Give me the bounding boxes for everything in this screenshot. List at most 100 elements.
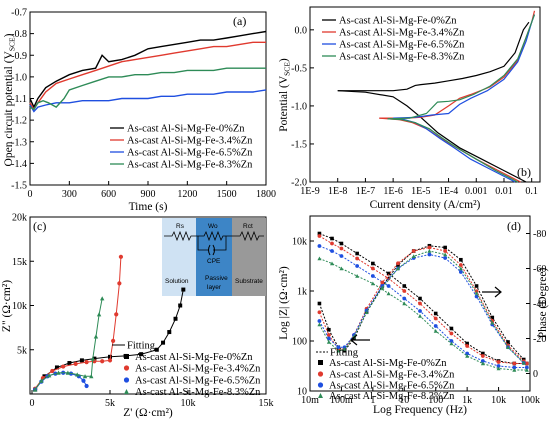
panel-c-point-1 <box>114 312 119 317</box>
panel-d-point-6 <box>336 345 341 350</box>
inset-cpe-label: CPE <box>207 258 221 265</box>
panel-a-ytick-label: -1.0 <box>11 72 27 83</box>
panel-c-legend: Fitting As-cast Al-Si-Mg-Fe-0%Zn As-cast… <box>112 341 261 398</box>
panel-b-legend-2: As-cast Al-Si-Mg-Fe-6.5%Zn <box>339 40 465 51</box>
panel-d-point-1 <box>418 301 422 306</box>
panel-d-point-3 <box>433 329 438 333</box>
panel-a-ylabel-sub: SCE <box>8 37 17 51</box>
panel-c-point-0 <box>92 356 97 361</box>
panel-d-ytick-left-label: 1k <box>297 287 307 298</box>
panel-b-cathodic-0 <box>337 90 527 183</box>
panel-d-point-0 <box>402 284 407 288</box>
panel-c-point-3 <box>75 372 80 377</box>
panel-d-point-4 <box>459 257 463 262</box>
panel-d-ytick-left-label: 10k <box>292 237 307 248</box>
inset-solution-region <box>162 218 196 296</box>
panel-c-point-1 <box>107 358 113 363</box>
panel-d-point-6 <box>458 270 463 274</box>
panel-d-legend: Fitting As-cast Al-Si-Mg-Fe-0%Zn As-cast… <box>316 348 455 402</box>
panel-c-xtick-label: 15k <box>259 398 274 409</box>
panel-d-point-7 <box>364 310 369 315</box>
panel-d-ytick-right-label: -20 <box>533 334 546 345</box>
panel-b-cathodic-3 <box>387 118 519 183</box>
equivalent-circuit-inset: Rs Wo Rct CPE Solution Passive layer Sub… <box>162 218 266 296</box>
panel-c-xtick-label: 10k <box>181 398 196 409</box>
panel-d-point-0 <box>371 261 375 266</box>
panel-c-point-0 <box>178 303 183 308</box>
panel-d-ytick-right-label: -40 <box>533 299 546 310</box>
panel-b-xtick-label: 0.001 <box>465 186 488 197</box>
panel-a-legend-0: As-cast Al-Si-Mg-Fe-0%Zn <box>127 124 245 135</box>
panel-c-point-3 <box>100 296 105 301</box>
panel-d-point-7 <box>521 361 526 365</box>
panel-b-series-0 <box>337 21 530 92</box>
panel-c-point-1 <box>118 254 124 259</box>
arrow-right-phase <box>482 286 502 298</box>
panel-c-point-0 <box>167 330 172 335</box>
panel-d-point-1 <box>480 354 485 358</box>
panel-c-point-0 <box>108 354 112 359</box>
panel-c-point-1 <box>73 361 78 367</box>
panel-d-point-2 <box>449 339 454 343</box>
panel-d-point-0 <box>465 341 469 346</box>
panel-d-point-3 <box>386 291 391 296</box>
panel-d-point-3 <box>330 261 334 266</box>
panel-d-xtick-label: 100m <box>330 395 353 406</box>
panel-d-point-7 <box>506 345 510 350</box>
panel-b-series-3 <box>387 14 536 120</box>
panel-b-ytick-label: -2.0 <box>291 178 307 189</box>
panel-d-legend-1: As-cast Al-Si-Mg-Fe-0%Zn <box>329 358 447 369</box>
panel-a-ytick-label: -0.9 <box>11 51 27 62</box>
panel-c-xtick-label: 0 <box>30 398 35 409</box>
panel-d-point-7 <box>396 266 400 271</box>
panel-b-legend-0: As-cast Al-Si-Mg-Fe-0%Zn <box>339 16 457 27</box>
panel-c-point-0 <box>181 287 186 292</box>
panel-d-point-7 <box>326 340 331 344</box>
panel-a-xtick-label: 0 <box>28 189 33 200</box>
panel-c-point-1 <box>111 338 116 343</box>
inset-passive-label-2: layer <box>207 284 222 291</box>
panel-d-point-7 <box>317 322 322 327</box>
panel-d-legend-4: As-cast Al-Si-Mg-Fe-8.3%Zn <box>329 391 455 402</box>
panel-c-xlabel: Z' (Ω·cm²) <box>123 407 173 419</box>
panel-d-point-0 <box>330 236 334 241</box>
panel-d-point-0 <box>317 231 322 236</box>
panel-d-point-1 <box>339 246 344 251</box>
inset-substrate-region <box>232 218 266 296</box>
panel-d-fit-1 <box>319 235 527 364</box>
panel-c-point-3 <box>39 378 44 383</box>
panel-d-legend-marker-4 <box>318 393 323 398</box>
panel-d-point-1 <box>317 234 322 238</box>
panel-a-legend: As-cast Al-Si-Mg-Fe-0%Zn As-cast Al-Si-M… <box>110 124 253 171</box>
panel-b-ytick-label: -1.0 <box>291 101 307 112</box>
panel-a-xtick-label: 1800 <box>256 189 276 200</box>
panel-b-xtick-label: 1E-4 <box>439 186 458 197</box>
panel-d-point-2 <box>402 296 407 301</box>
panel-b: 1E-9 1E-8 1E-7 1E-6 1E-5 1E-4 0.001 0.01 0.1 0.0 -… <box>278 6 541 211</box>
panel-d-point-3 <box>512 368 517 372</box>
panel-c-point-1 <box>100 359 105 364</box>
panel-b-series-2 <box>393 14 536 119</box>
panel-d-point-3 <box>370 281 375 286</box>
panel-c-point-1 <box>61 364 66 369</box>
panel-d-fit-5 <box>318 246 525 362</box>
inset-cpe-symbol <box>208 244 215 256</box>
panel-d-xtick-label: 10k <box>491 395 506 406</box>
panel-d-point-3 <box>317 256 322 261</box>
panel-c-legend-0: Fitting <box>127 341 156 352</box>
panel-d-point-5 <box>443 249 448 253</box>
panel-a-ylabel-end: ) <box>3 33 15 37</box>
panel-c-point-1 <box>50 368 55 374</box>
panel-d-ytick-right-label: -80 <box>533 229 546 240</box>
arrow-left-modulus <box>350 334 370 346</box>
panel-d-legend-marker-3 <box>317 382 324 388</box>
panel-b-legend: As-cast Al-Si-Mg-Fe-0%Zn As-cast Al-Si-M… <box>322 16 465 63</box>
panel-c-point-0 <box>173 316 178 321</box>
panel-d-point-1 <box>512 361 517 366</box>
panel-a-ytick-label: -1.3 <box>11 137 27 148</box>
panel-a-ytick-label: -0.8 <box>11 29 27 40</box>
panel-d-ytick-left-label: 10 <box>297 387 307 398</box>
inset-solution-label: Solution <box>165 278 189 285</box>
panel-d-point-1 <box>524 361 529 366</box>
